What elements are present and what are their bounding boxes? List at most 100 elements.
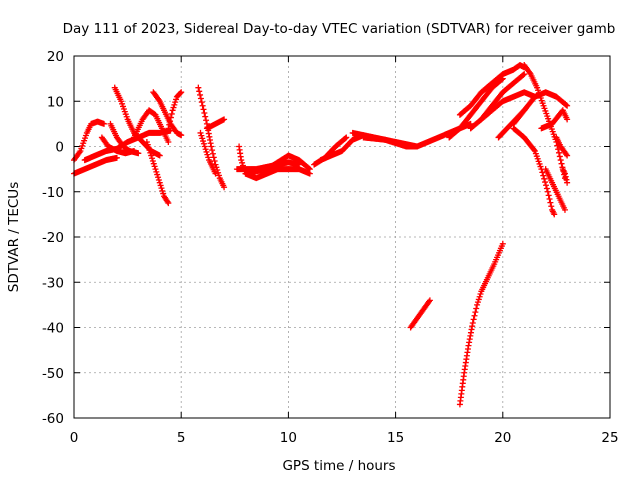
x-tick-label: 10 xyxy=(280,430,297,446)
series-track-13 xyxy=(203,116,228,132)
data-point xyxy=(154,171,161,178)
data-point xyxy=(209,147,216,154)
data-point xyxy=(470,316,477,323)
x-tick-label: 25 xyxy=(601,430,618,446)
series-track-12 xyxy=(197,129,219,177)
data-point xyxy=(168,110,175,117)
data-point xyxy=(153,168,160,175)
data-point xyxy=(221,116,228,123)
data-point xyxy=(173,96,180,103)
data-point xyxy=(172,99,179,106)
data-point xyxy=(203,148,210,155)
data-point xyxy=(563,151,570,158)
data-point xyxy=(171,101,178,108)
data-point xyxy=(101,120,108,127)
data-point xyxy=(200,106,207,113)
data-point xyxy=(215,172,222,179)
y-tick-label: -20 xyxy=(42,230,64,246)
data-point xyxy=(204,151,211,158)
data-point xyxy=(211,157,218,164)
data-point xyxy=(208,143,215,150)
data-point xyxy=(541,175,548,182)
data-point xyxy=(149,157,156,164)
data-points xyxy=(71,62,571,408)
data-point xyxy=(151,163,158,170)
data-point xyxy=(143,138,150,145)
y-tick-label: -10 xyxy=(42,185,64,201)
data-point xyxy=(542,179,549,186)
data-point xyxy=(539,169,546,176)
data-point xyxy=(167,118,174,125)
x-tick-label: 5 xyxy=(177,430,186,446)
data-point xyxy=(548,203,555,210)
data-point xyxy=(543,185,550,192)
series-track-10 xyxy=(165,89,185,132)
data-point xyxy=(210,154,217,161)
data-point xyxy=(564,152,571,159)
data-point xyxy=(149,155,156,162)
data-point xyxy=(205,154,212,161)
data-point xyxy=(343,134,350,141)
data-point xyxy=(521,71,528,78)
data-point xyxy=(544,188,551,195)
data-point xyxy=(197,129,204,136)
data-point xyxy=(558,160,565,167)
data-point xyxy=(76,149,83,156)
data-point xyxy=(165,138,172,145)
series-track-22 xyxy=(446,75,506,141)
data-point xyxy=(198,132,205,139)
data-point xyxy=(155,176,162,183)
chart-title: Day 111 of 2023, Sidereal Day-to-day VTE… xyxy=(63,21,616,37)
data-point xyxy=(147,149,154,156)
data-point xyxy=(202,113,209,120)
series-track-08 xyxy=(143,138,172,207)
series-track-07 xyxy=(131,107,172,145)
series-track-33 xyxy=(559,166,571,186)
series-track-16 xyxy=(242,152,313,177)
data-point xyxy=(472,309,479,316)
data-point xyxy=(563,102,570,109)
grid xyxy=(73,55,611,419)
series-track-32 xyxy=(553,134,571,159)
data-point xyxy=(167,114,174,121)
data-point xyxy=(540,172,547,179)
y-tick-label: 20 xyxy=(47,49,64,65)
series-track-06 xyxy=(98,134,138,157)
data-point xyxy=(131,148,138,155)
series-track-30 xyxy=(542,166,568,213)
data-point xyxy=(305,165,312,172)
data-point xyxy=(547,199,554,206)
series-track-11 xyxy=(195,84,228,191)
data-point xyxy=(165,125,172,132)
data-point xyxy=(221,184,228,191)
x-tick-label: 20 xyxy=(494,430,511,446)
plot-frame xyxy=(73,55,611,419)
data-point xyxy=(199,135,206,142)
data-point xyxy=(170,104,177,111)
y-tick-label: 0 xyxy=(55,140,64,156)
data-point xyxy=(135,150,142,157)
data-point xyxy=(556,153,563,160)
data-point xyxy=(169,107,176,114)
data-point xyxy=(197,95,204,102)
data-point xyxy=(196,88,203,95)
data-point xyxy=(555,149,562,156)
data-point xyxy=(146,147,153,154)
data-point xyxy=(148,152,155,159)
data-point xyxy=(157,182,164,189)
data-point xyxy=(563,176,570,183)
data-point xyxy=(155,174,162,181)
data-point xyxy=(426,297,433,304)
data-point xyxy=(160,190,167,197)
data-point xyxy=(531,146,538,153)
data-point xyxy=(195,84,202,91)
data-point xyxy=(166,121,173,128)
data-point xyxy=(202,146,209,153)
data-point xyxy=(471,312,478,319)
y-tick-label: -50 xyxy=(42,366,64,382)
data-point xyxy=(165,200,172,207)
y-axis-label: SDTVAR / TECUs xyxy=(6,182,22,292)
data-point xyxy=(474,299,481,306)
data-point xyxy=(551,211,558,218)
data-point xyxy=(425,298,432,305)
